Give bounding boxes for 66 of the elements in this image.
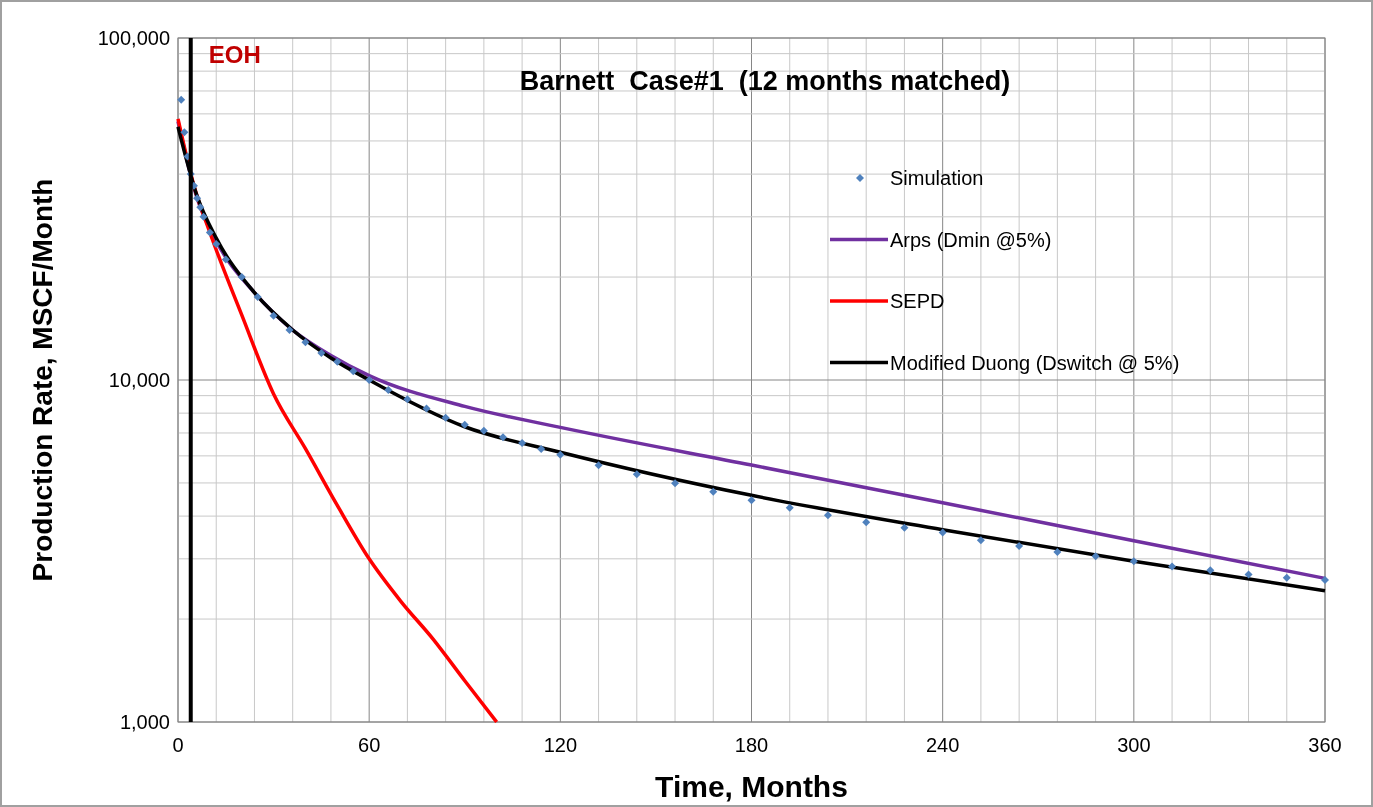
point: [199, 212, 208, 221]
point: [862, 518, 871, 527]
legend-label: Modified Duong (Dswitch @ 5%): [890, 351, 1180, 374]
x-tick-label: 120: [543, 734, 578, 756]
x-tick-label: 0: [172, 734, 184, 756]
point: [384, 385, 393, 394]
point: [1244, 570, 1253, 579]
point: [441, 413, 450, 422]
point: [479, 426, 488, 435]
x-tick-label: 240: [925, 734, 960, 756]
point: [1206, 566, 1215, 575]
point: [1129, 557, 1138, 566]
point: [237, 273, 246, 282]
point: [498, 433, 507, 442]
point: [1321, 576, 1329, 585]
point: [349, 367, 358, 376]
point: [938, 528, 947, 537]
point: [460, 420, 469, 429]
point: [709, 487, 718, 496]
point: [976, 536, 985, 545]
point: [422, 404, 431, 413]
point: [900, 523, 909, 532]
legend-label: Simulation: [890, 167, 984, 189]
point: [333, 357, 342, 366]
point: [594, 461, 603, 470]
y-tick-label: 100,000: [97, 27, 170, 49]
point: [365, 376, 374, 384]
point: [785, 503, 794, 512]
x-axis-title: Time, Months: [655, 770, 848, 803]
legend-label: Arps (Dmin @5%): [890, 228, 1052, 251]
text: Barnett Case#1 (12 months matched): [519, 66, 1011, 96]
y-axis-title: Production Rate, MSCF/Month: [27, 178, 58, 582]
point: [671, 479, 680, 488]
point: [177, 95, 186, 104]
point: [317, 348, 326, 357]
point: [205, 228, 214, 237]
point: [221, 255, 230, 264]
ref-line-label: EOH: [208, 41, 261, 68]
point: [269, 311, 278, 320]
point: [632, 470, 641, 479]
point: [1282, 573, 1291, 582]
point: [1015, 542, 1024, 551]
point: [556, 450, 565, 459]
x-tick-label: 60: [358, 734, 381, 756]
point: [1168, 562, 1177, 571]
x-tick-label: 300: [1117, 734, 1151, 756]
x-tick-label: 360: [1308, 734, 1342, 756]
y-tick-label: 10,000: [108, 369, 170, 391]
point: [403, 395, 412, 404]
legend-label: SEPD: [890, 290, 945, 312]
point: [253, 292, 262, 301]
point: [537, 445, 546, 454]
point: [193, 194, 202, 203]
x-tick-label: 180: [734, 734, 769, 756]
point: [747, 496, 756, 505]
point: [1053, 548, 1062, 557]
line-series: [176, 117, 499, 724]
point: [1091, 552, 1100, 561]
point: [212, 239, 221, 248]
point: [823, 511, 832, 520]
point: [301, 338, 310, 347]
point: [518, 439, 527, 448]
y-tick-label: 1,000: [119, 711, 170, 733]
point: [196, 203, 205, 212]
point: [285, 326, 294, 335]
point: [180, 128, 189, 137]
